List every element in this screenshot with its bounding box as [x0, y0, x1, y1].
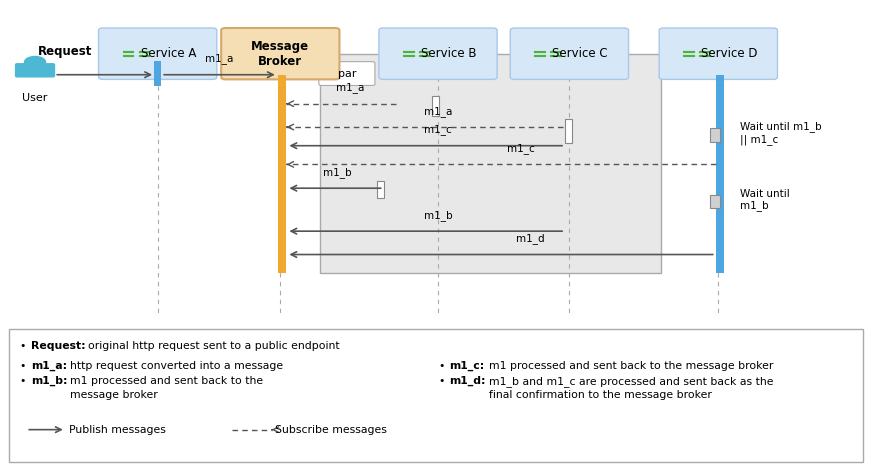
- Text: Publish messages: Publish messages: [69, 425, 166, 435]
- Bar: [418, 54, 430, 57]
- Text: •: •: [438, 376, 444, 386]
- Bar: [138, 54, 150, 57]
- Bar: [278, 75, 286, 273]
- Text: m1_a: m1_a: [336, 83, 364, 93]
- Text: http request converted into a message: http request converted into a message: [70, 361, 283, 370]
- Text: Wait until
m1_b: Wait until m1_b: [740, 189, 790, 211]
- Text: m1_c: m1_c: [507, 143, 535, 154]
- Text: par: par: [337, 69, 357, 79]
- Bar: [698, 54, 710, 57]
- Text: m1_a:: m1_a:: [31, 361, 67, 371]
- Text: •: •: [438, 361, 444, 370]
- Text: m1_d:: m1_d:: [449, 376, 486, 386]
- Bar: [565, 119, 572, 143]
- FancyBboxPatch shape: [15, 63, 55, 78]
- Text: m1_b:: m1_b:: [31, 376, 67, 386]
- Text: message broker: message broker: [70, 390, 158, 400]
- Bar: [698, 50, 710, 53]
- Bar: [402, 54, 414, 57]
- FancyBboxPatch shape: [510, 28, 628, 79]
- Circle shape: [25, 57, 46, 68]
- Text: User: User: [23, 93, 47, 103]
- Bar: [710, 195, 720, 208]
- Text: m1_b: m1_b: [323, 167, 351, 178]
- Text: Service A: Service A: [140, 47, 196, 60]
- Bar: [432, 96, 439, 116]
- Text: Service B: Service B: [420, 47, 477, 60]
- Text: m1 processed and sent back to the: m1 processed and sent back to the: [70, 376, 263, 386]
- Text: m1_a: m1_a: [205, 54, 233, 64]
- Bar: [154, 61, 161, 86]
- Text: Request: Request: [38, 45, 92, 58]
- Bar: [682, 54, 695, 57]
- Bar: [549, 54, 562, 57]
- Text: original http request sent to a public endpoint: original http request sent to a public e…: [88, 341, 340, 351]
- FancyBboxPatch shape: [659, 28, 777, 79]
- Text: m1_d: m1_d: [516, 234, 544, 244]
- Bar: [402, 50, 414, 53]
- Text: m1_a: m1_a: [424, 106, 452, 117]
- Bar: [418, 50, 430, 53]
- Text: •: •: [19, 341, 25, 351]
- Text: Wait until m1_b
|| m1_c: Wait until m1_b || m1_c: [740, 121, 822, 145]
- Bar: [549, 50, 562, 53]
- Text: •: •: [19, 376, 25, 386]
- Text: •: •: [19, 361, 25, 370]
- FancyBboxPatch shape: [98, 28, 217, 79]
- Text: Service C: Service C: [552, 47, 608, 60]
- Text: m1_b and m1_c are processed and sent back as the: m1_b and m1_c are processed and sent bac…: [489, 376, 774, 387]
- Text: Message
Broker: Message Broker: [251, 40, 309, 68]
- Bar: [682, 50, 695, 53]
- Text: Subscribe messages: Subscribe messages: [275, 425, 387, 435]
- FancyBboxPatch shape: [378, 28, 498, 79]
- Bar: [533, 50, 546, 53]
- Text: m1_c:: m1_c:: [449, 361, 484, 371]
- FancyBboxPatch shape: [9, 329, 863, 462]
- Bar: [710, 128, 720, 142]
- Bar: [138, 50, 150, 53]
- Text: m1_b: m1_b: [424, 210, 452, 221]
- FancyBboxPatch shape: [221, 28, 339, 79]
- Text: final confirmation to the message broker: final confirmation to the message broker: [489, 390, 711, 400]
- Bar: [122, 54, 134, 57]
- Bar: [320, 54, 661, 273]
- Bar: [716, 75, 724, 273]
- Bar: [533, 54, 546, 57]
- Bar: [377, 181, 384, 198]
- Text: m1_c: m1_c: [424, 125, 452, 135]
- Text: Service D: Service D: [701, 47, 757, 60]
- Bar: [122, 50, 134, 53]
- FancyBboxPatch shape: [319, 62, 375, 85]
- Text: m1 processed and sent back to the message broker: m1 processed and sent back to the messag…: [489, 361, 774, 370]
- Text: Request:: Request:: [31, 341, 85, 351]
